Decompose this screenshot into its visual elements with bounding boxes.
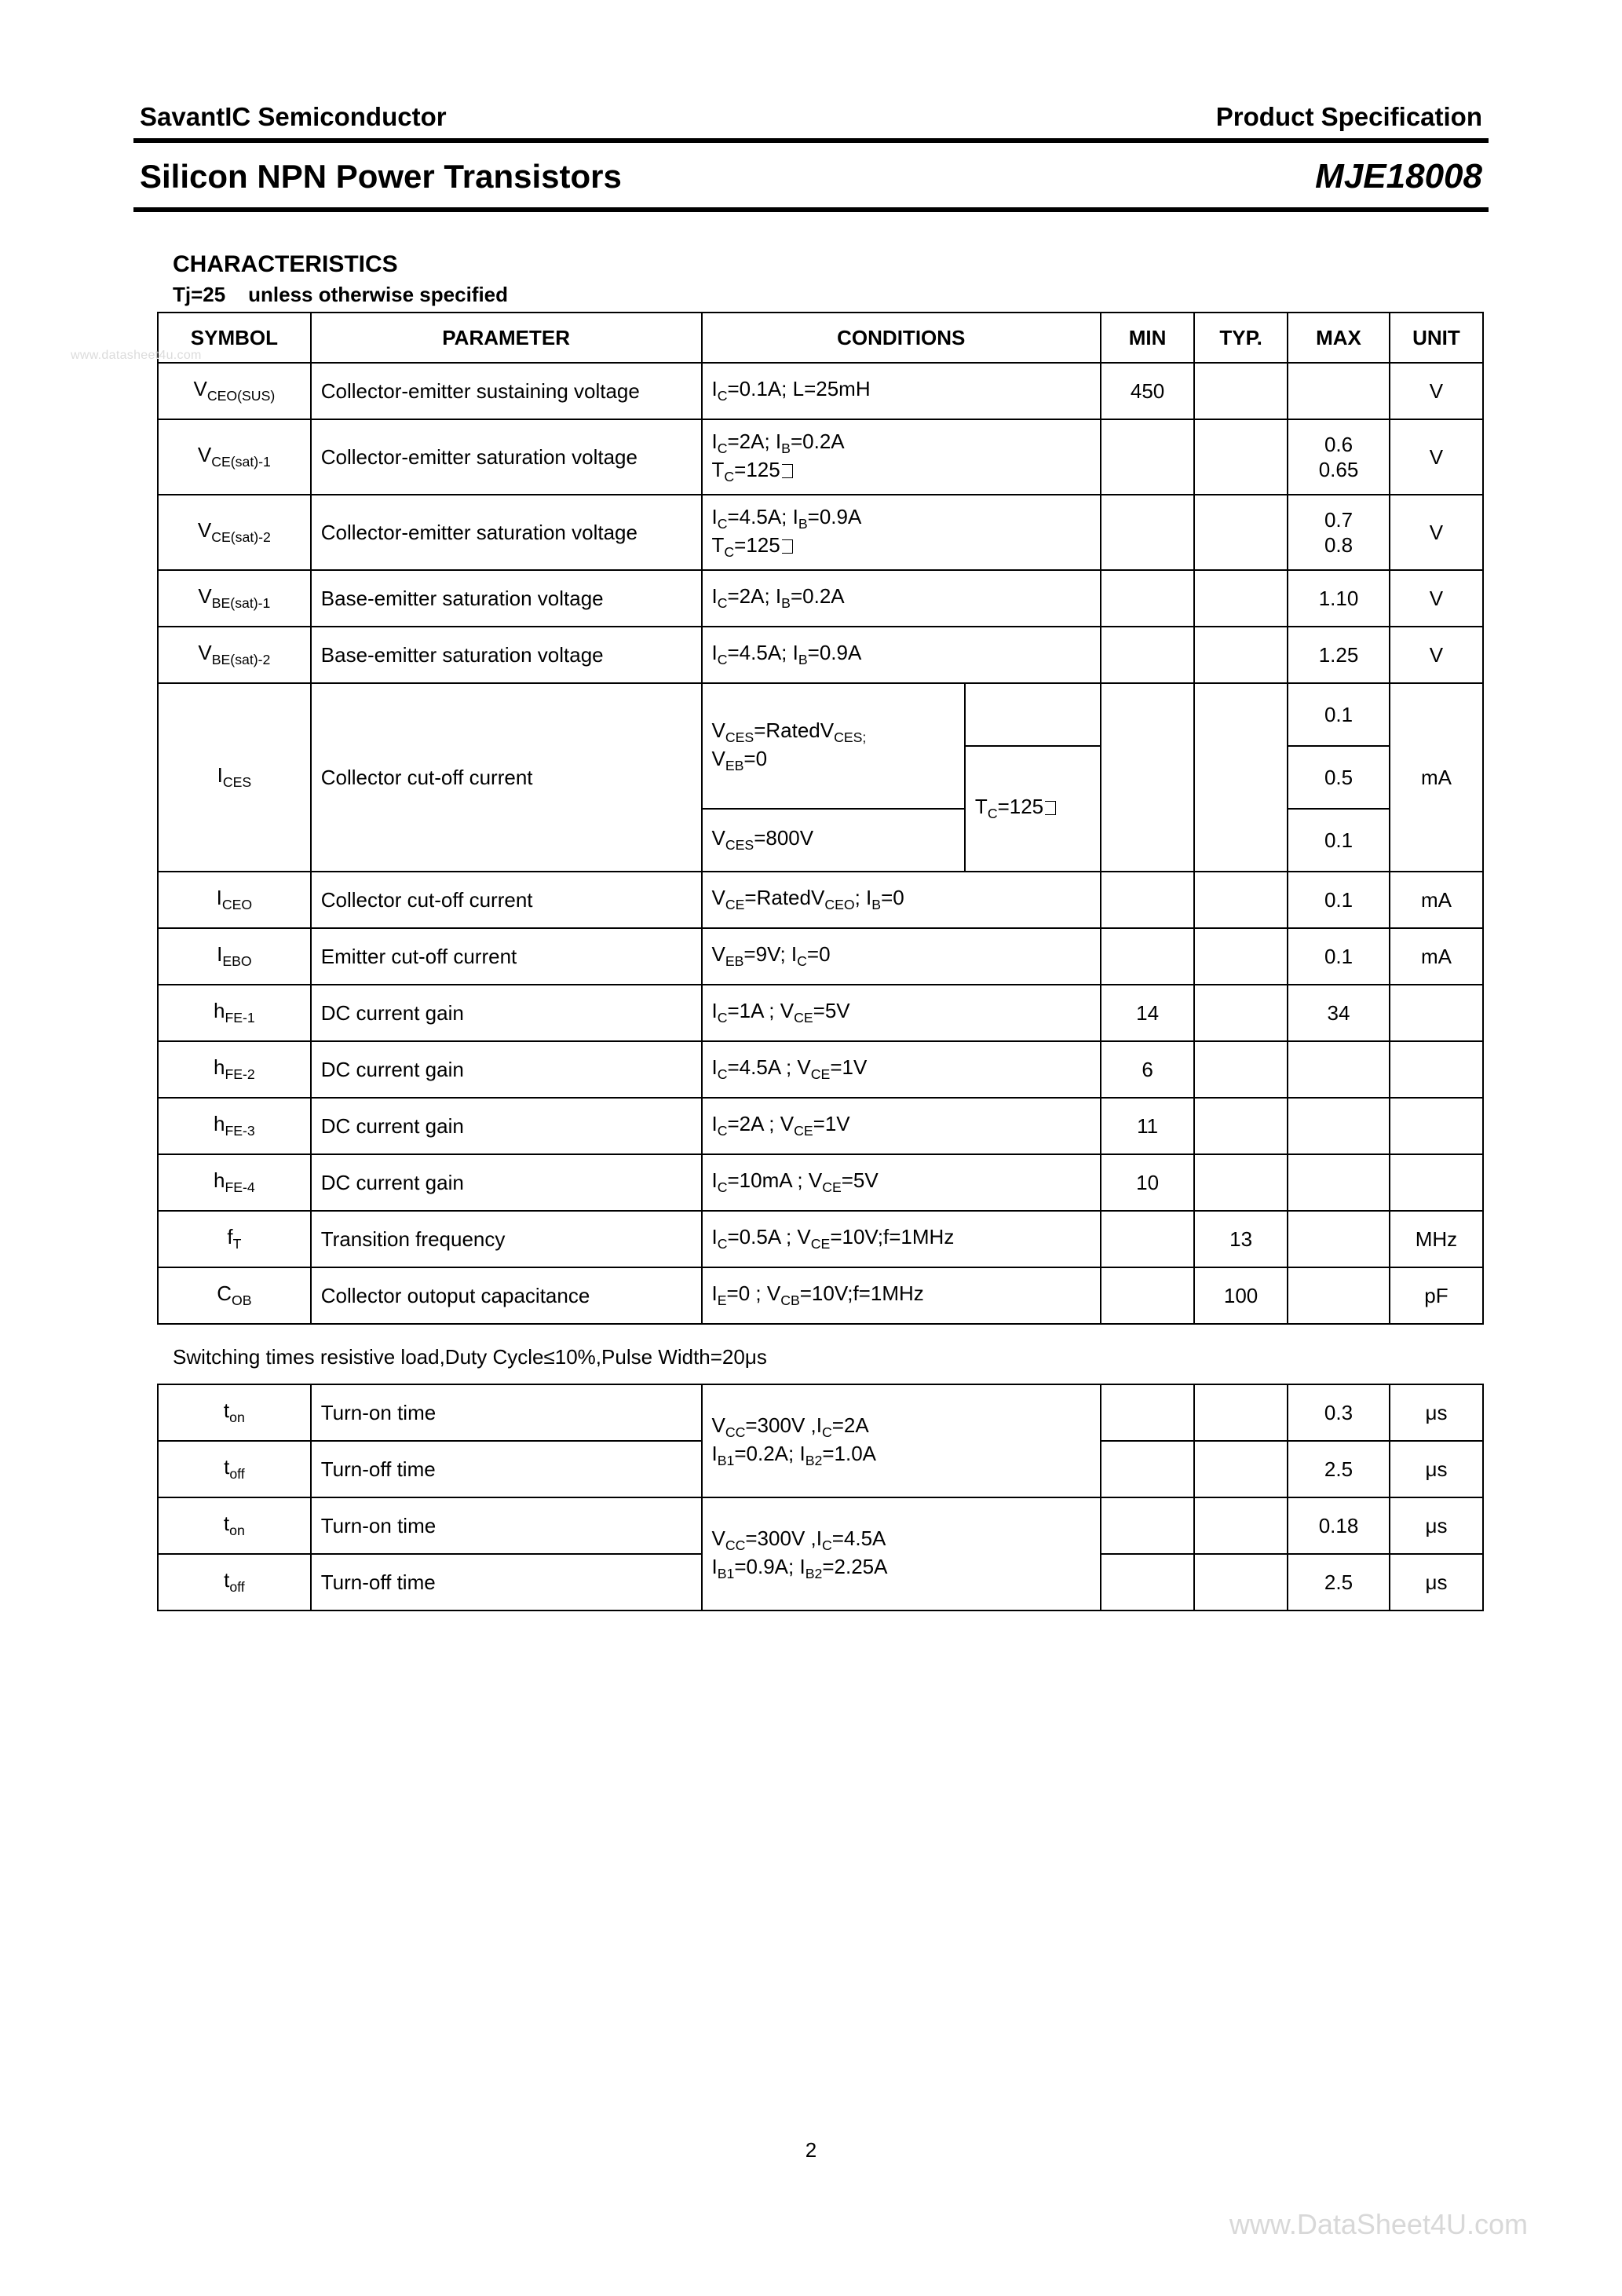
table-row: VBE(sat)-2 Base-emitter saturation volta…	[158, 627, 1483, 683]
characteristics-table: SYMBOL PARAMETER CONDITIONS MIN TYP. MAX…	[157, 312, 1484, 1325]
header-row: SavantIC Semiconductor Product Specifica…	[133, 102, 1489, 138]
switching-table: ton Turn-on time VCC=300V ,IC=2A IB1=0.2…	[157, 1384, 1484, 1611]
table-row: hFE-1 DC current gain IC=1A ; VCE=5V 14 …	[158, 985, 1483, 1041]
table-row: ICEO Collector cut-off current VCE=Rated…	[158, 872, 1483, 928]
table-row: VBE(sat)-1 Base-emitter saturation volta…	[158, 570, 1483, 627]
table-row: ton Turn-on time VCC=300V ,IC=4.5A IB1=0…	[158, 1497, 1483, 1554]
title-rule	[133, 207, 1489, 212]
page-number: 2	[0, 2138, 1622, 2163]
switching-note: Switching times resistive load,Duty Cycl…	[173, 1345, 1489, 1369]
col-conditions: CONDITIONS	[702, 313, 1101, 363]
table-row: hFE-2 DC current gain IC=4.5A ; VCE=1V 6	[158, 1041, 1483, 1098]
table-row: hFE-4 DC current gain IC=10mA ; VCE=5V 1…	[158, 1154, 1483, 1211]
table-row: VCE(sat)-2 Collector-emitter saturation …	[158, 495, 1483, 570]
col-typ: TYP.	[1194, 313, 1288, 363]
col-parameter: PARAMETER	[311, 313, 702, 363]
col-max: MAX	[1288, 313, 1390, 363]
table-row: hFE-3 DC current gain IC=2A ; VCE=1V 11	[158, 1098, 1483, 1154]
watermark-side: www.datasheet4u.com	[71, 349, 202, 363]
table-row: ton Turn-on time VCC=300V ,IC=2A IB1=0.2…	[158, 1384, 1483, 1441]
table-row: VCEO(SUS) Collector-emitter sustaining v…	[158, 363, 1483, 419]
table-row: fT Transition frequency IC=0.5A ; VCE=10…	[158, 1211, 1483, 1267]
company-name: SavantIC Semiconductor	[140, 102, 447, 132]
col-min: MIN	[1101, 313, 1194, 363]
doc-title: Silicon NPN Power Transistors	[140, 158, 622, 196]
table-header-row: SYMBOL PARAMETER CONDITIONS MIN TYP. MAX…	[158, 313, 1483, 363]
title-row: Silicon NPN Power Transistors MJE18008	[133, 143, 1489, 207]
table-row: IEBO Emitter cut-off current VEB=9V; IC=…	[158, 928, 1483, 985]
datasheet-page: www.datasheet4u.com SavantIC Semiconduct…	[0, 0, 1622, 2296]
table-row: VCE(sat)-1 Collector-emitter saturation …	[158, 419, 1483, 495]
watermark-footer: www.DataSheet4U.com	[1229, 2208, 1528, 2241]
table-row: ICES Collector cut-off current VCES=Rate…	[158, 683, 1483, 746]
section-subheading: Tj=25 unless otherwise specified	[173, 283, 1489, 307]
part-number: MJE18008	[1315, 157, 1482, 196]
table-row: COB Collector outoput capacitance IE=0 ;…	[158, 1267, 1483, 1324]
col-unit: UNIT	[1390, 313, 1483, 363]
section-heading: CHARACTERISTICS	[173, 251, 1489, 278]
doc-type: Product Specification	[1216, 102, 1482, 132]
